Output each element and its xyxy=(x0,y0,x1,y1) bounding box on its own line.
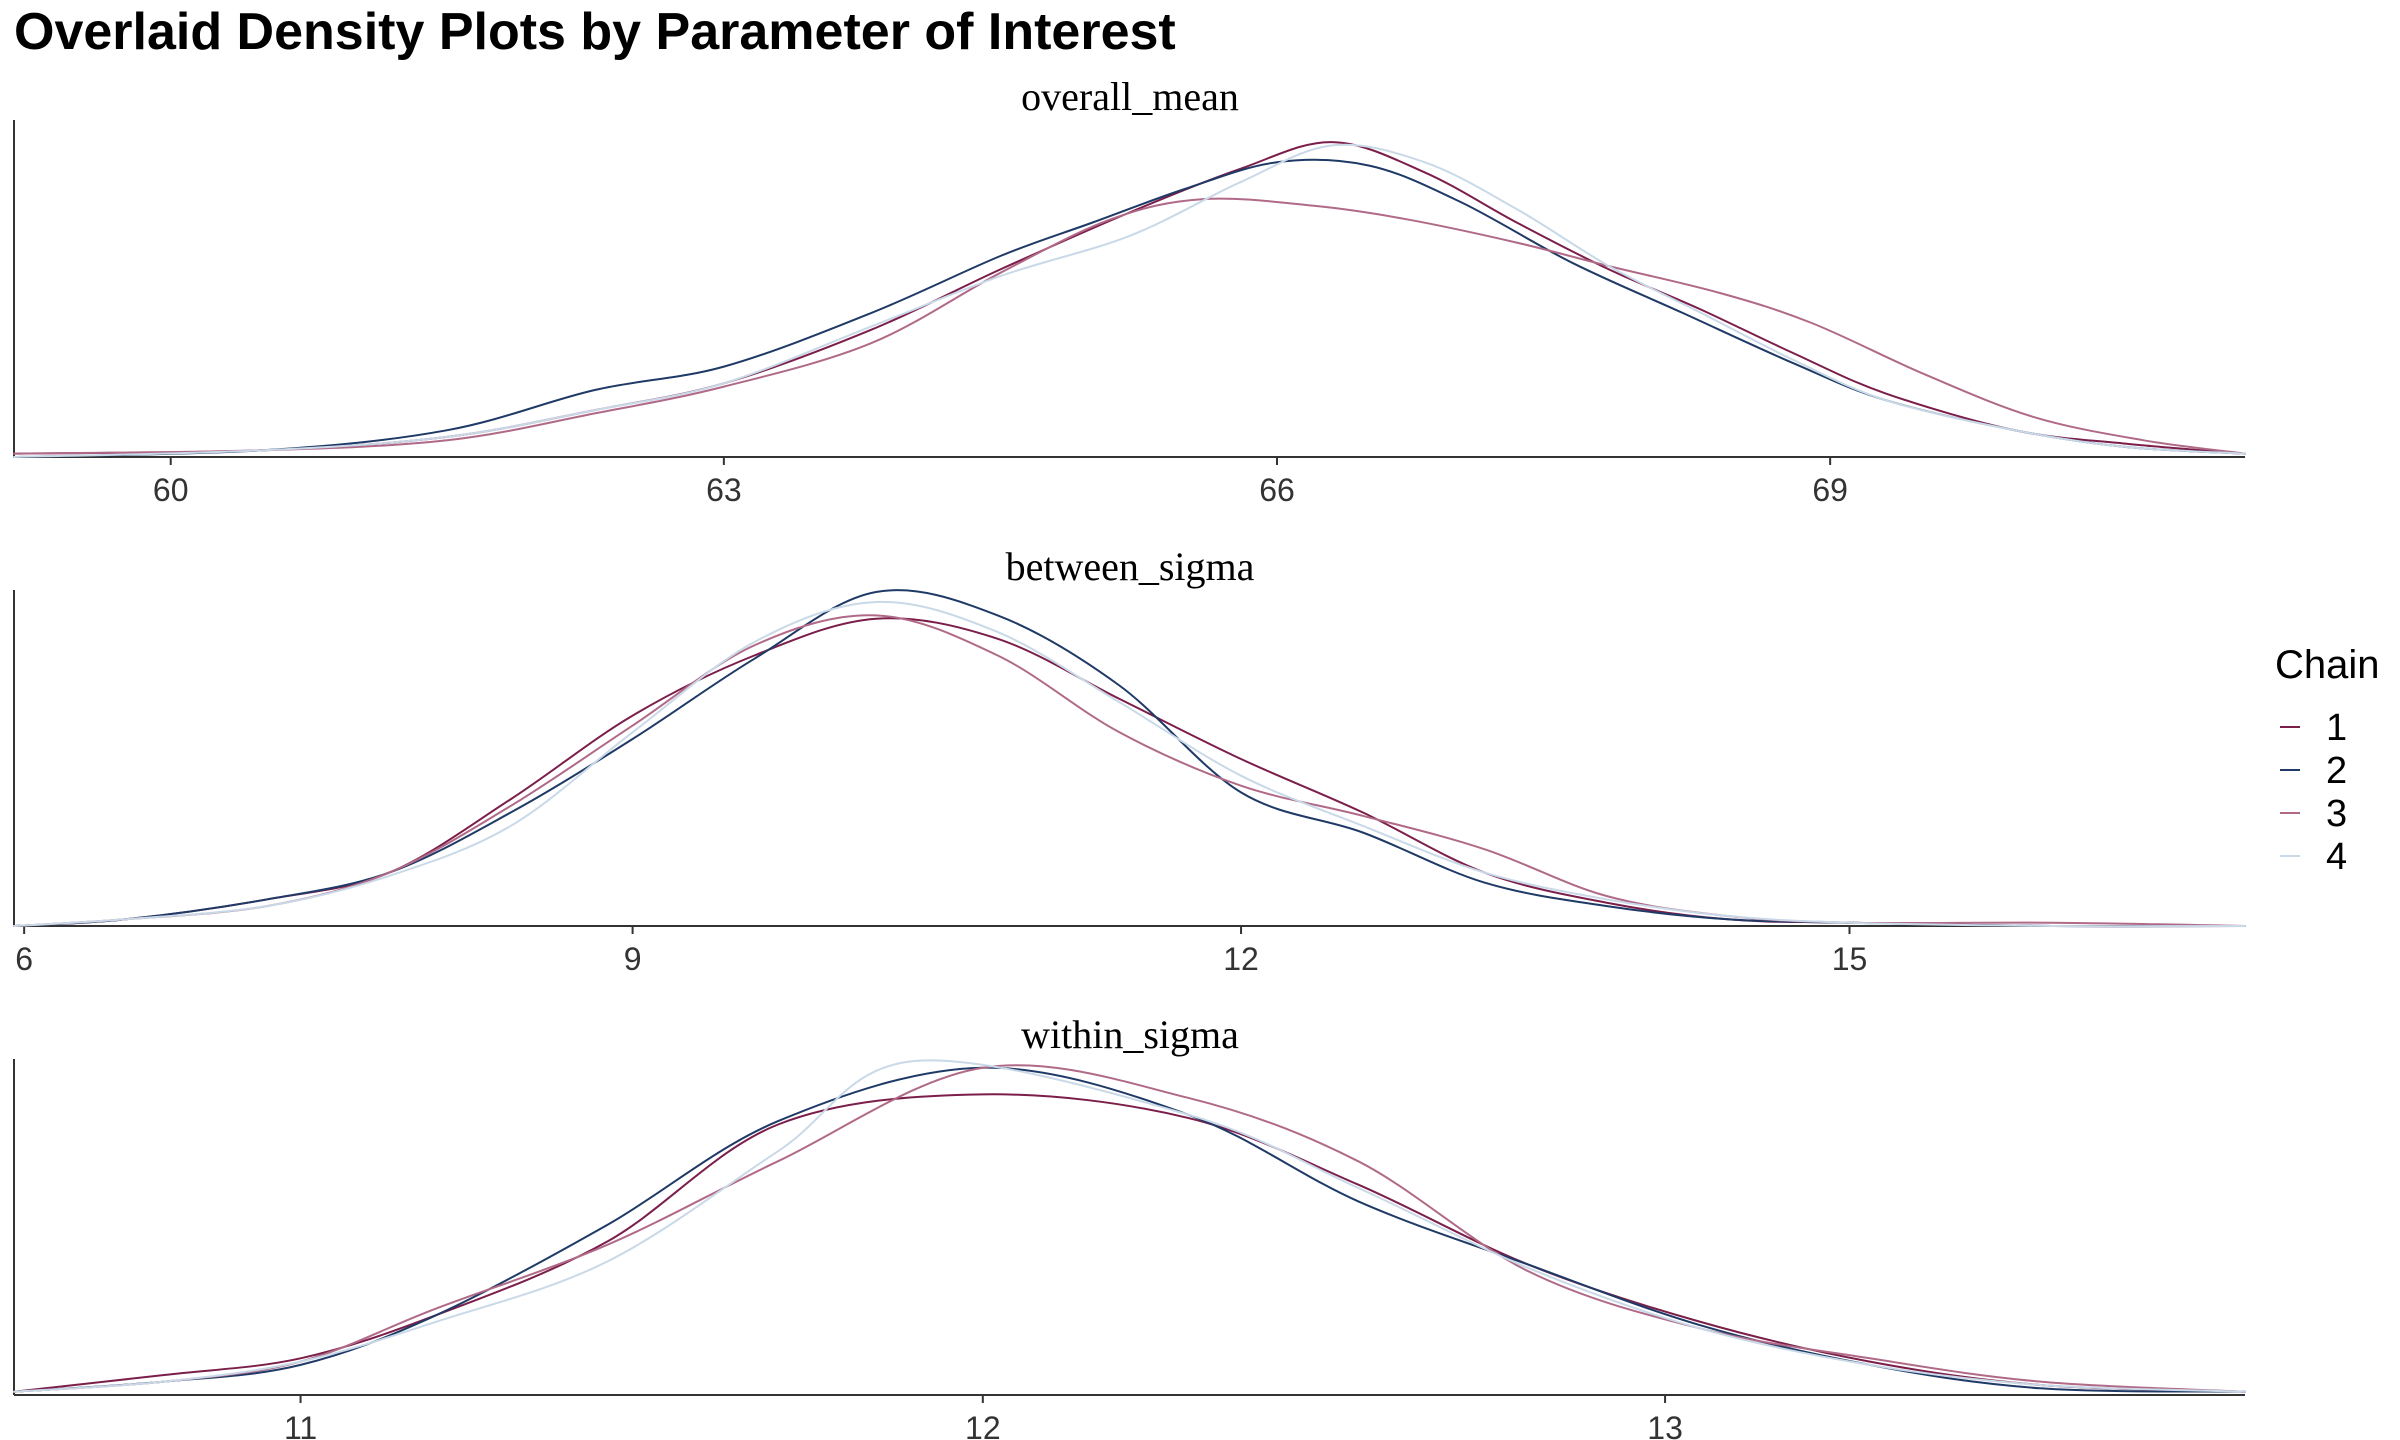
legend-item-chain-1: 1 xyxy=(2280,707,2347,749)
density-line-within-sigma-chain-2 xyxy=(13,1066,2246,1393)
panel-between-sigma: between_sigma 6 9 12 15 xyxy=(13,544,2246,977)
legend-item-chain-3: 3 xyxy=(2280,793,2347,835)
legend-label-chain-3: 3 xyxy=(2326,793,2347,835)
x-tick-label-between-sigma-12: 12 xyxy=(1223,941,1259,977)
facet-title-within-sigma: within_sigma xyxy=(1021,1012,1239,1057)
density-line-within-sigma-chain-3 xyxy=(13,1064,2246,1393)
panel-plot-within-sigma: 11 12 13 xyxy=(13,1059,2246,1440)
legend-label-chain-4: 4 xyxy=(2326,836,2347,878)
density-line-overall-mean-chain-2 xyxy=(13,158,2246,458)
legend-label-chain-2: 2 xyxy=(2326,750,2347,792)
chart-title: Overlaid Density Plots by Parameter of I… xyxy=(14,3,1176,61)
x-tick-label-overall-mean-60: 60 xyxy=(153,472,189,508)
x-tick-label-overall-mean-69: 69 xyxy=(1812,472,1848,508)
x-tick-label-within-sigma-13: 13 xyxy=(1647,1410,1683,1440)
legend-item-chain-4: 4 xyxy=(2280,836,2347,878)
legend-item-chain-2: 2 xyxy=(2280,750,2347,792)
x-tick-label-between-sigma-9: 9 xyxy=(624,941,642,977)
density-line-overall-mean-chain-3 xyxy=(13,197,2246,455)
density-line-between-sigma-chain-2 xyxy=(13,589,2246,928)
legend: Chain 1 2 3 4 xyxy=(2275,643,2380,878)
density-line-within-sigma-chain-1 xyxy=(13,1093,2246,1393)
facet-title-between-sigma: between_sigma xyxy=(1006,544,1255,589)
legend-label-chain-1: 1 xyxy=(2326,707,2347,749)
panel-plot-between-sigma: 6 9 12 15 xyxy=(13,589,2246,977)
legend-title: Chain xyxy=(2275,643,2380,687)
density-line-between-sigma-chain-4 xyxy=(13,600,2246,928)
density-line-overall-mean-chain-4 xyxy=(13,143,2246,458)
facet-title-overall-mean: overall_mean xyxy=(1021,74,1239,119)
panel-within-sigma: within_sigma 11 12 13 xyxy=(13,1012,2246,1440)
density-line-within-sigma-chain-4 xyxy=(13,1059,2246,1393)
x-tick-label-between-sigma-6: 6 xyxy=(15,941,33,977)
panel-plot-overall-mean: 60 63 66 69 xyxy=(13,120,2246,508)
x-tick-label-overall-mean-63: 63 xyxy=(706,472,742,508)
density-line-between-sigma-chain-3 xyxy=(13,614,2246,927)
x-tick-label-between-sigma-15: 15 xyxy=(1832,941,1868,977)
x-tick-label-overall-mean-66: 66 xyxy=(1259,472,1295,508)
panel-overall-mean: overall_mean 60 63 66 69 xyxy=(13,74,2246,508)
density-line-between-sigma-chain-1 xyxy=(13,617,2246,928)
x-tick-label-within-sigma-11: 11 xyxy=(284,1410,317,1440)
x-tick-label-within-sigma-12: 12 xyxy=(965,1410,1001,1440)
